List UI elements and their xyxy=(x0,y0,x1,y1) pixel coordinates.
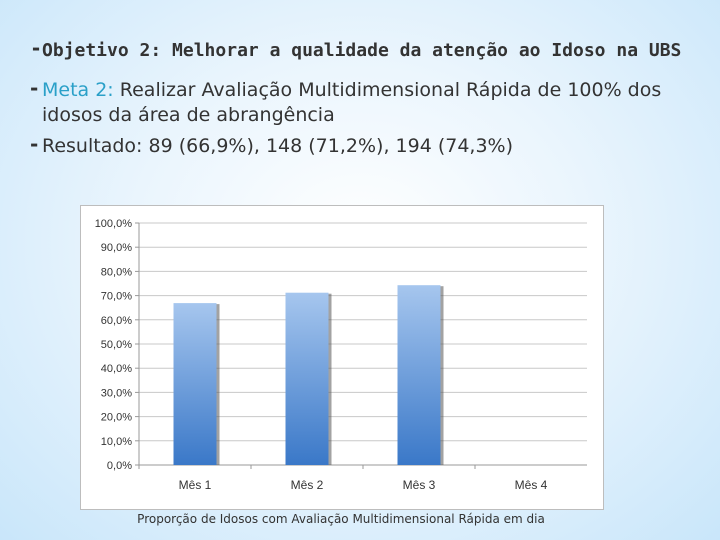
x-tick-label: Mês 4 xyxy=(515,478,548,492)
goal-text: Realizar Avaliação Multidimensional Rápi… xyxy=(42,79,662,126)
result-text: 89 (66,9%), 148 (71,2%), 194 (74,3%) xyxy=(148,135,514,157)
x-tick-label: Mês 2 xyxy=(291,478,324,492)
chart-canvas: 0,0% 10,0% 20,0% 30,0% 40,0% 50,0% 60,0% 70,0% 8… xyxy=(95,218,587,492)
y-tick-label: 10,0% xyxy=(101,436,132,448)
bar xyxy=(285,292,329,465)
y-tick-label: 30,0% xyxy=(101,387,132,399)
bullet-dash: - xyxy=(30,132,39,156)
bullet-dash: - xyxy=(30,36,43,60)
bullet-list: - Objetivo 2: Melhorar a qualidade da at… xyxy=(30,38,710,159)
y-tick-label: 80,0% xyxy=(101,266,132,278)
y-tick-label: 60,0% xyxy=(101,315,132,327)
bullet-result: - Resultado: 89 (66,9%), 148 (71,2%), 19… xyxy=(30,134,710,159)
goal-label: Meta 2: xyxy=(42,79,114,101)
x-tick-label: Mês 3 xyxy=(403,478,436,492)
objective-text: Objetivo 2: Melhorar a qualidade da aten… xyxy=(42,40,682,61)
y-tick-label: 0,0% xyxy=(107,460,132,472)
y-tick-label: 40,0% xyxy=(101,363,132,375)
y-tick-label: 50,0% xyxy=(101,339,132,351)
y-tick-label: 100,0% xyxy=(95,218,133,230)
x-tick-label: Mês 1 xyxy=(179,478,212,492)
bullet-goal: - Meta 2: Realizar Avaliação Multidimens… xyxy=(30,78,710,128)
y-tick-label: 70,0% xyxy=(101,291,132,303)
bullet-dash: - xyxy=(30,76,39,100)
result-label: Resultado: xyxy=(42,135,143,157)
bar xyxy=(173,303,217,465)
bar xyxy=(397,285,441,465)
bar-chart: 0,0% 10,0% 20,0% 30,0% 40,0% 50,0% 60,0% 70,0% 8… xyxy=(80,205,604,510)
y-tick-label: 20,0% xyxy=(101,412,132,424)
bullet-objective: - Objetivo 2: Melhorar a qualidade da at… xyxy=(30,38,710,64)
y-tick-label: 90,0% xyxy=(101,242,132,254)
chart-caption: Proporção de Idosos com Avaliação Multid… xyxy=(137,512,545,526)
